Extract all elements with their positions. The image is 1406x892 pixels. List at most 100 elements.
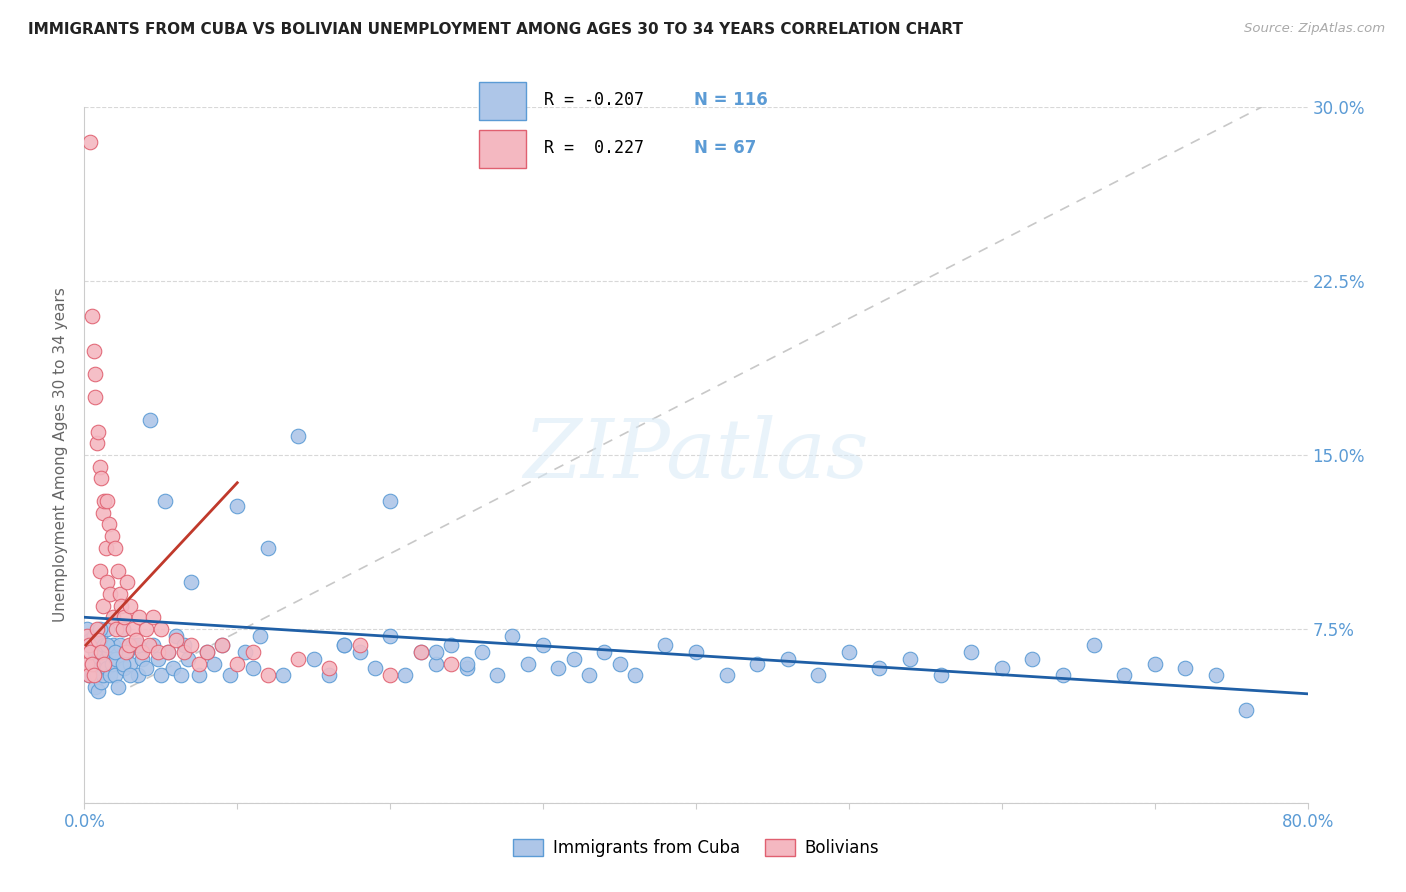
- Point: [425, 657, 447, 671]
- Point: [195, 645, 218, 659]
- Point: [96, 661, 118, 675]
- Point: [170, 668, 193, 682]
- Point: [111, 622, 134, 636]
- Point: [87, 652, 110, 666]
- Point: [440, 657, 463, 671]
- Point: [531, 638, 554, 652]
- Point: [101, 529, 124, 543]
- Point: [349, 638, 371, 652]
- Point: [257, 541, 280, 555]
- Point: [128, 610, 150, 624]
- Point: [409, 645, 432, 659]
- Point: [1114, 668, 1136, 682]
- Point: [516, 657, 538, 671]
- Text: N = 67: N = 67: [695, 139, 756, 157]
- Point: [79, 645, 101, 659]
- Text: Source: ZipAtlas.com: Source: ZipAtlas.com: [1244, 22, 1385, 36]
- Point: [83, 343, 105, 358]
- Point: [90, 471, 112, 485]
- Point: [103, 610, 125, 624]
- Point: [218, 668, 240, 682]
- Point: [333, 638, 356, 652]
- Point: [89, 564, 111, 578]
- Point: [138, 638, 160, 652]
- Point: [97, 645, 120, 659]
- Point: [110, 599, 132, 613]
- Point: [157, 645, 180, 659]
- Point: [80, 657, 103, 671]
- Point: [233, 645, 256, 659]
- Text: IMMIGRANTS FROM CUBA VS BOLIVIAN UNEMPLOYMENT AMONG AGES 30 TO 34 YEARS CORRELAT: IMMIGRANTS FROM CUBA VS BOLIVIAN UNEMPLO…: [28, 22, 963, 37]
- Point: [91, 668, 114, 682]
- Point: [1143, 657, 1166, 671]
- Point: [165, 633, 187, 648]
- Point: [1236, 703, 1258, 717]
- Point: [87, 684, 110, 698]
- Point: [1083, 638, 1105, 652]
- Point: [93, 494, 115, 508]
- Point: [89, 459, 111, 474]
- Point: [1052, 668, 1074, 682]
- Point: [122, 638, 145, 652]
- Point: [146, 652, 169, 666]
- Point: [111, 657, 134, 671]
- Point: [188, 657, 211, 671]
- Point: [142, 638, 165, 652]
- Point: [91, 506, 114, 520]
- Point: [87, 633, 110, 648]
- Point: [84, 680, 107, 694]
- Point: [242, 645, 264, 659]
- Point: [131, 645, 153, 659]
- Point: [838, 645, 860, 659]
- Point: [96, 494, 118, 508]
- Point: [211, 638, 233, 652]
- Point: [77, 638, 100, 652]
- Point: [394, 668, 416, 682]
- Point: [103, 638, 125, 652]
- Point: [173, 645, 195, 659]
- Point: [127, 668, 149, 682]
- Point: [96, 638, 118, 652]
- Point: [349, 645, 371, 659]
- Point: [112, 661, 135, 675]
- Point: [111, 622, 134, 636]
- Point: [364, 661, 387, 675]
- Point: [131, 652, 153, 666]
- Point: [77, 668, 100, 682]
- Point: [118, 638, 141, 652]
- Point: [115, 645, 138, 659]
- Point: [578, 668, 600, 682]
- Point: [90, 645, 112, 659]
- Point: [96, 622, 118, 636]
- Point: [122, 622, 145, 636]
- Point: [83, 661, 105, 675]
- Point: [195, 645, 218, 659]
- Point: [242, 661, 264, 675]
- Text: R =  0.227: R = 0.227: [544, 139, 644, 157]
- Bar: [478, 82, 526, 120]
- Point: [456, 661, 478, 675]
- Point: [87, 425, 110, 439]
- Point: [149, 668, 172, 682]
- Point: [146, 645, 169, 659]
- Point: [226, 499, 249, 513]
- Legend: Immigrants from Cuba, Bolivians: Immigrants from Cuba, Bolivians: [506, 832, 886, 864]
- Point: [91, 657, 114, 671]
- Point: [76, 629, 98, 643]
- Y-axis label: Unemployment Among Ages 30 to 34 years: Unemployment Among Ages 30 to 34 years: [52, 287, 67, 623]
- Point: [112, 610, 135, 624]
- Point: [89, 629, 111, 643]
- Point: [869, 661, 891, 675]
- Point: [1205, 668, 1227, 682]
- Text: N = 116: N = 116: [695, 91, 768, 109]
- Point: [165, 629, 187, 643]
- Point: [101, 657, 124, 671]
- Text: R = -0.207: R = -0.207: [544, 91, 644, 109]
- Point: [318, 661, 340, 675]
- Point: [86, 668, 108, 682]
- Point: [1021, 652, 1043, 666]
- Point: [96, 575, 118, 590]
- Point: [1174, 661, 1197, 675]
- Point: [173, 638, 195, 652]
- Point: [127, 638, 149, 652]
